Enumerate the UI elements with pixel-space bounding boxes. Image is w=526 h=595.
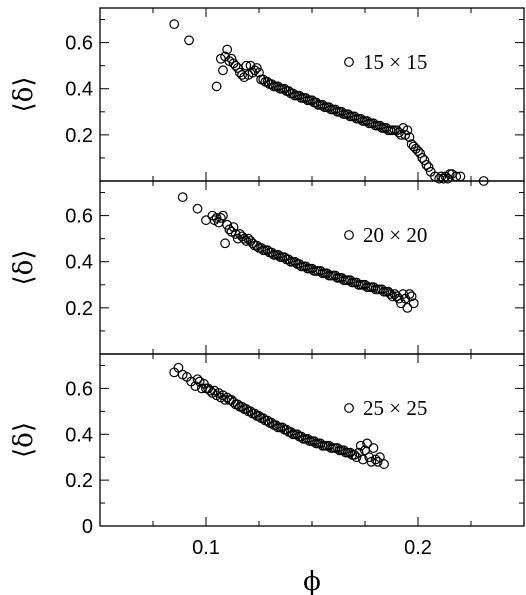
data-point	[404, 289, 415, 299]
data-point	[351, 452, 362, 463]
data-point	[211, 213, 222, 223]
panels: 0.20.40.6⟨δ⟩15 × 150.20.40.6⟨δ⟩20 × 2000…	[9, 7, 525, 559]
y-tick-label: 0.2	[65, 298, 93, 320]
data-point	[215, 213, 226, 223]
plot-frame-top	[99, 7, 525, 182]
legend-marker	[344, 403, 354, 413]
legend-marker	[344, 230, 354, 240]
y-tick-label: 0.2	[65, 470, 93, 492]
data-point	[237, 69, 247, 80]
x-tick-label: 0.2	[404, 537, 432, 559]
data-point	[177, 192, 188, 203]
data-point	[364, 452, 375, 463]
data-point	[222, 219, 233, 230]
data-point	[368, 443, 379, 453]
data-point	[239, 233, 250, 244]
data-point	[374, 452, 385, 463]
data-point	[385, 289, 396, 299]
y-tick-label: 0.2	[65, 125, 93, 147]
data-point	[379, 459, 389, 469]
data-point	[423, 162, 434, 173]
data-point	[192, 374, 203, 385]
data-point	[417, 153, 428, 163]
data-point	[222, 44, 233, 55]
data-point	[353, 447, 364, 458]
data-point	[169, 19, 180, 30]
data-point	[372, 456, 383, 467]
y-tick-label: 0.4	[65, 252, 93, 274]
data-point	[241, 236, 252, 246]
panel-middle: 0.2 0.4 0.6 ⟨δ⟩ 20 × 20	[9, 180, 525, 355]
data-point	[241, 60, 252, 71]
series-points-top	[169, 19, 489, 186]
legend-label: 20 × 20	[363, 223, 427, 247]
data-point	[413, 146, 423, 156]
y-tick-label: 0.6	[65, 33, 93, 55]
data-point	[254, 67, 264, 78]
legend-label: 15 × 15	[363, 50, 427, 74]
y-tick-label: 0.4	[65, 79, 93, 101]
data-point	[173, 362, 184, 373]
y-tick-label: 0	[82, 516, 93, 538]
data-point	[218, 65, 228, 76]
data-point	[218, 210, 228, 221]
data-point	[220, 238, 230, 249]
data-point	[419, 155, 430, 166]
data-point	[406, 291, 417, 302]
y-tick-label: 0.6	[65, 378, 93, 400]
data-point	[251, 63, 262, 73]
data-point	[421, 159, 432, 170]
data-point	[387, 291, 398, 302]
data-point	[362, 438, 373, 449]
data-point	[228, 222, 239, 233]
data-point	[415, 148, 426, 159]
data-point	[408, 298, 419, 309]
data-point	[402, 125, 413, 136]
data-point	[438, 173, 449, 184]
data-point	[211, 81, 222, 92]
legend-marker	[344, 57, 354, 67]
data-point	[404, 132, 415, 143]
legend-label: 25 × 25	[363, 396, 427, 420]
y-tick-label: 0.6	[65, 206, 93, 228]
data-point	[402, 302, 413, 313]
y-axis-label: ⟨δ⟩	[9, 77, 39, 113]
y-tick-label: 0.4	[65, 424, 93, 446]
data-point	[226, 53, 237, 64]
series-points-middle	[177, 192, 419, 313]
x-axis-label: ϕ	[303, 567, 321, 595]
y-axis-label: ⟨δ⟩	[9, 250, 39, 286]
panel-top: 0.2 0.4 0.6 ⟨δ⟩ 15 × 15	[9, 7, 525, 186]
data-point	[184, 35, 194, 46]
data-point	[230, 60, 241, 71]
x-tick-label: 0.1	[192, 537, 220, 559]
series-points-bottom	[169, 362, 389, 469]
data-point	[192, 203, 203, 214]
data-point	[230, 229, 241, 239]
y-axis-label: ⟨δ⟩	[9, 422, 39, 458]
panel-bottom: 0 0.2 0.4 0.6 0.1 0.2 ⟨δ⟩ 25 × 25	[9, 353, 525, 559]
